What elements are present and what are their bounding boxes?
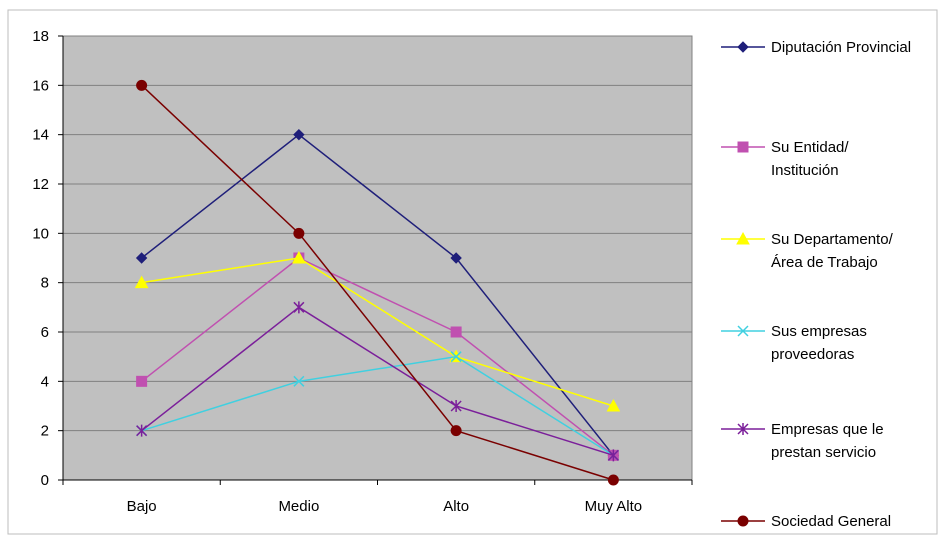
data-point [450, 252, 462, 264]
data-point [293, 375, 305, 387]
data-point [292, 250, 306, 264]
legend-label: Institución [771, 162, 839, 179]
legend-marker [736, 231, 750, 245]
legend-item: Sus empresas proveedoras [721, 323, 867, 363]
series-line [141, 133, 614, 456]
series-6 [136, 79, 619, 486]
data-point [450, 400, 462, 412]
data-point [134, 275, 149, 289]
legend-label: Su Entidad/ [771, 139, 849, 156]
data-point [606, 398, 621, 412]
legend-label: Diputación Provincial [771, 39, 911, 56]
data-point [136, 424, 148, 437]
series-line [141, 84, 614, 481]
series-line [141, 257, 614, 407]
x-tick-label: Alto [443, 498, 469, 515]
plot-area [62, 35, 693, 481]
legend-label: Sociedad General [771, 513, 891, 530]
data-point [136, 79, 148, 91]
y-tick-label: 2 [41, 423, 49, 440]
series-line [141, 257, 614, 456]
y-tick-label: 14 [32, 127, 49, 144]
data-point [136, 375, 148, 387]
series-line [141, 355, 614, 456]
gridlines [63, 84, 692, 432]
legend-marker [737, 325, 749, 337]
y-tick-label: 0 [41, 472, 49, 489]
y-tick-label: 8 [41, 275, 49, 292]
y-tick-label: 10 [32, 225, 49, 242]
x-tick-label: Medio [278, 498, 319, 515]
legend-item: Su Departamento/Área de Trabajo [721, 231, 894, 271]
legend-label: prestan servicio [771, 444, 876, 461]
legend-label: Área de Trabajo [771, 254, 878, 271]
y-tick-label: 18 [32, 28, 49, 45]
data-point [607, 474, 619, 486]
legend-marker [737, 515, 749, 527]
legend-marker [737, 41, 749, 53]
data-point [607, 449, 619, 462]
y-tick-label: 6 [41, 324, 49, 341]
data-point [293, 128, 305, 141]
legend-label: proveedoras [771, 346, 854, 363]
legend: Diputación Provincial Su Entidad/Instituc… [721, 39, 911, 530]
legend-label: Empresas que le [771, 421, 884, 438]
legend-item: Su Entidad/Institución [721, 139, 849, 179]
y-tick-label: 4 [41, 373, 49, 390]
legend-item: Sociedad General [721, 513, 891, 530]
data-point [293, 301, 305, 314]
legend-item: Empresas que le prestan servicio [721, 421, 884, 461]
x-tick-label: Bajo [127, 498, 157, 515]
y-tick-label: 16 [32, 77, 49, 94]
data-point [293, 227, 305, 239]
legend-item: Diputación Provincial [721, 39, 911, 56]
y-tick-label: 12 [32, 176, 49, 193]
data-point [450, 425, 462, 437]
legend-label: Su Departamento/ [771, 231, 894, 248]
x-tick-label: Muy Alto [585, 498, 643, 515]
legend-label: Sus empresas [771, 323, 867, 340]
series-line [141, 306, 614, 457]
axes: 0 2 4 6 8 10 12 14 16 18 Bajo Medio Alto Muy Alto [32, 28, 693, 515]
legend-marker [737, 141, 749, 153]
series-5 [136, 301, 619, 462]
data-point [450, 326, 462, 338]
data-point [135, 252, 148, 264]
series-group [134, 79, 621, 486]
legend-marker [737, 423, 749, 435]
data-point [450, 351, 462, 363]
